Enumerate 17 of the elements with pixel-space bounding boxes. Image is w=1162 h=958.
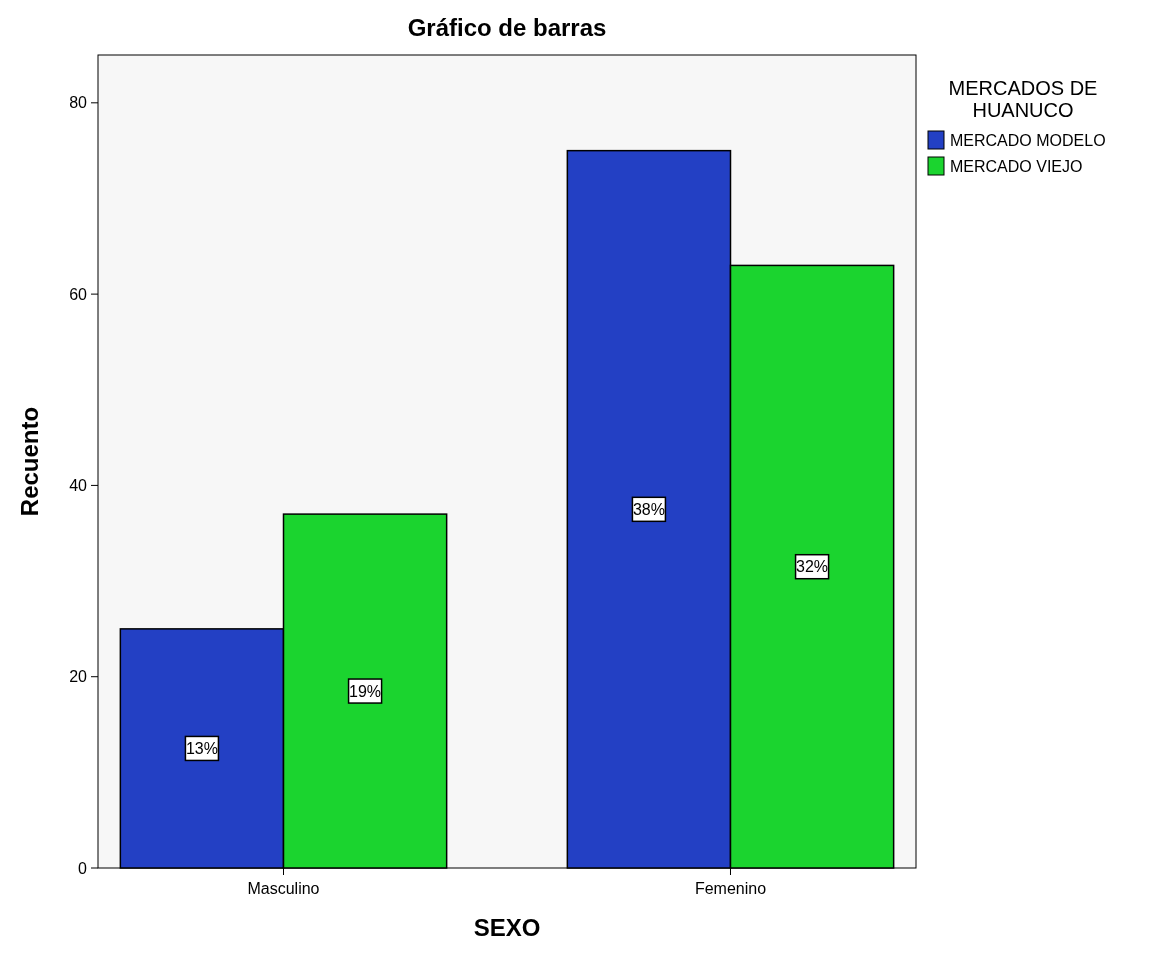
y-axis-title: Recuento [16, 406, 43, 517]
y-tick-label: 20 [69, 668, 88, 686]
x-axis-title: SEXO [473, 914, 541, 941]
y-tick-label: 80 [69, 94, 88, 112]
legend-title: MERCADOS DE HUANUCO [948, 77, 1098, 121]
y-tick-label: 0 [78, 859, 88, 877]
legend-label: MERCADO VIEJO [950, 157, 1083, 175]
annotation: 38% [632, 500, 665, 518]
annotation: 19% [349, 682, 382, 700]
annotation: 32% [796, 558, 829, 576]
annotation: 13% [185, 739, 218, 757]
x-tick-label: Femenino [694, 880, 767, 897]
y-tick-label: 40 [69, 476, 88, 494]
y-tick-label: 60 [69, 285, 88, 303]
chart-title: Gráfico de barras [407, 14, 607, 41]
legend-label: MERCADO MODELO [950, 131, 1106, 149]
x-tick-label: Masculino [247, 880, 320, 897]
